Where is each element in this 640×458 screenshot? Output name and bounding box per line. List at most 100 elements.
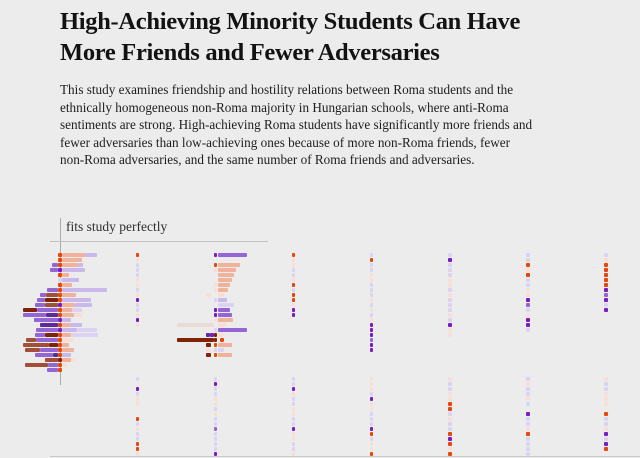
study-dot	[526, 442, 530, 446]
study-dot	[369, 377, 374, 381]
study-dot	[135, 442, 140, 446]
study-dot	[291, 382, 296, 386]
study-dot	[369, 313, 374, 317]
study-dot	[213, 422, 218, 426]
study-dot	[526, 432, 530, 436]
fit-bar-right	[62, 273, 69, 277]
study-dot	[369, 452, 374, 456]
fit-bar-left	[53, 353, 58, 357]
study-dot	[526, 273, 530, 277]
study-dot	[369, 288, 374, 292]
fit-bar-right	[217, 283, 230, 287]
study-dot	[604, 263, 608, 267]
study-dot	[448, 437, 452, 441]
axis-dot	[213, 353, 218, 357]
study-dot	[448, 422, 452, 426]
study-dot	[135, 437, 140, 441]
axis-dot	[58, 313, 62, 317]
axis-dot	[213, 333, 218, 337]
study-dot	[369, 447, 374, 451]
page-title: High-Achieving Minority Students Can Hav…	[60, 6, 560, 68]
fit-bar-left	[48, 363, 58, 367]
fit-bar-right	[62, 308, 72, 312]
fit-bar-left	[45, 298, 58, 302]
study-dot	[526, 452, 530, 456]
study-dot	[526, 382, 530, 386]
study-dot	[213, 397, 218, 401]
study-dot	[213, 412, 218, 416]
study-dot	[135, 298, 140, 302]
study-dot	[604, 397, 608, 401]
fit-bar-left	[37, 298, 45, 302]
study-dot	[291, 263, 296, 267]
fit-bar-left	[35, 303, 45, 307]
study-dot	[135, 303, 140, 307]
chart-annotation-label: fits study perfectly	[66, 219, 168, 234]
fit-bar-right	[77, 328, 97, 332]
study-dot	[448, 298, 452, 302]
fit-bar-right	[62, 293, 76, 297]
study-dot	[526, 293, 530, 297]
study-dot	[526, 313, 530, 317]
study-dot	[526, 323, 530, 327]
study-dot	[448, 283, 452, 287]
fit-bar-right	[78, 263, 83, 267]
study-dot	[291, 432, 296, 436]
study-dot	[135, 402, 140, 406]
study-dot	[448, 377, 452, 381]
study-dot	[291, 273, 296, 277]
study-dot	[135, 288, 140, 292]
study-dot	[526, 397, 530, 401]
study-dot	[135, 258, 140, 262]
study-dot	[526, 417, 530, 421]
fit-bar-left	[176, 338, 214, 342]
study-dot	[604, 417, 608, 421]
fit-bar-right	[62, 283, 72, 287]
study-dot	[448, 263, 452, 267]
study-dot	[135, 323, 140, 327]
study-dot	[135, 253, 140, 257]
axis-dot	[213, 318, 218, 322]
study-dot	[526, 303, 530, 307]
study-dot	[448, 407, 452, 411]
fit-bar-right	[62, 318, 71, 322]
fit-bar-right	[62, 263, 78, 267]
study-dot	[135, 263, 140, 267]
study-dot	[135, 268, 140, 272]
study-dot	[604, 442, 608, 446]
study-dot	[448, 268, 452, 272]
study-dot	[213, 437, 218, 441]
axis-dot	[58, 333, 62, 337]
page-title-line1: High-Achieving Minority Students Can Hav…	[60, 8, 521, 35]
fit-bar-left	[40, 348, 58, 352]
study-dot	[448, 427, 452, 431]
study-dot	[526, 402, 530, 406]
axis-dot	[58, 303, 62, 307]
study-dot	[213, 407, 218, 411]
study-dot	[604, 437, 608, 441]
fit-bar-right	[217, 288, 228, 292]
axis-dot	[58, 353, 62, 357]
fit-bar-left	[176, 323, 214, 327]
axis-dot	[58, 308, 62, 312]
axis-dot	[58, 358, 62, 362]
study-dot	[448, 258, 452, 262]
study-dot	[526, 263, 530, 267]
study-dot	[369, 343, 374, 347]
study-dot	[369, 437, 374, 441]
fit-bar-left	[26, 338, 36, 342]
fit-bar-left	[45, 333, 58, 337]
fit-bar-right	[62, 268, 85, 272]
study-dot	[291, 412, 296, 416]
axis-dot	[213, 338, 218, 342]
fit-bar-left	[205, 293, 211, 297]
study-dot	[526, 298, 530, 302]
fit-bar-right	[62, 278, 79, 282]
study-dot	[213, 387, 218, 391]
study-dot	[604, 303, 608, 307]
fit-bar-left	[205, 348, 211, 352]
study-dot	[213, 392, 218, 396]
study-dot	[604, 382, 608, 386]
fit-bar-right	[62, 343, 69, 347]
